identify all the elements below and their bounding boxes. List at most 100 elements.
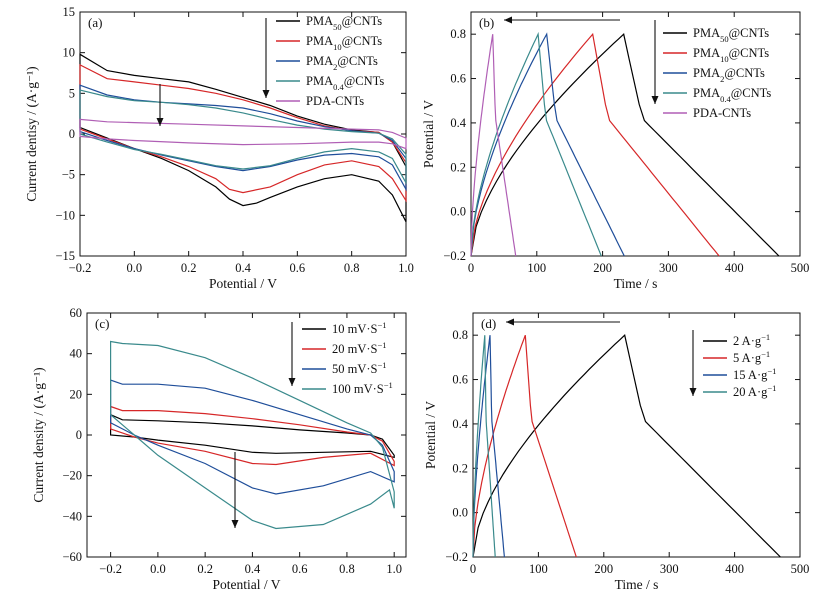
panel-label: (b) bbox=[479, 15, 494, 30]
legend-entry: PMA2@CNTs bbox=[693, 66, 765, 84]
legend-entry: 20 mV·S−1 bbox=[332, 340, 387, 356]
x-tick-label: 100 bbox=[527, 261, 546, 275]
legend-entry: 100 mV·S−1 bbox=[332, 380, 393, 396]
legend-entry: PDA-CNTs bbox=[693, 106, 751, 120]
x-tick-label: 0.0 bbox=[150, 562, 166, 576]
panel-label: (d) bbox=[481, 316, 496, 331]
x-axis-label: Potential / V bbox=[209, 276, 277, 291]
y-tick-label: 10 bbox=[63, 46, 76, 60]
y-tick-label: 0.6 bbox=[450, 72, 466, 86]
x-tick-label: 0 bbox=[468, 261, 474, 275]
trend-arrow-head bbox=[231, 520, 239, 528]
panel-d: 0 100 200 300 400 500 −0.2 0.0 0.2 0.4 0.6 0.8 Time … bbox=[423, 312, 810, 592]
y-tick-label: −15 bbox=[55, 249, 75, 263]
gcd-series-curve bbox=[472, 334, 781, 558]
cv-series-loop bbox=[79, 84, 407, 192]
cv-series-loop bbox=[79, 118, 407, 150]
y-axis-label: Potential / V bbox=[423, 401, 438, 469]
legend-entry: 50 mV·S−1 bbox=[332, 360, 387, 376]
gcd-series-curve bbox=[472, 335, 496, 558]
y-tick-label: 0.2 bbox=[450, 160, 466, 174]
panel-a: −0.2 0.0 0.2 0.4 0.6 0.8 1.0 −15 −10 −5 0 5 10 15 Pote… bbox=[24, 5, 414, 291]
y-tick-label: 20 bbox=[70, 387, 83, 401]
y-tick-label: −20 bbox=[62, 469, 82, 483]
legend-entry: 15 A·g−1 bbox=[733, 366, 776, 382]
y-tick-label: −10 bbox=[55, 208, 75, 222]
y-tick-label: −5 bbox=[62, 168, 75, 182]
y-tick-label: 0.2 bbox=[452, 461, 468, 475]
cv-series-loop bbox=[110, 405, 395, 467]
y-axis-label: Current density / (A·g⁻¹) bbox=[31, 367, 46, 502]
y-tick-label: 0 bbox=[76, 428, 82, 442]
x-tick-label: 0.4 bbox=[235, 261, 251, 275]
x-tick-label: 0 bbox=[470, 562, 476, 576]
x-tick-label: 400 bbox=[725, 562, 744, 576]
panel-label: (a) bbox=[88, 15, 102, 30]
x-tick-label: 0.8 bbox=[339, 562, 355, 576]
trend-arrow-head bbox=[689, 388, 697, 396]
x-tick-label: 0.2 bbox=[181, 261, 197, 275]
trend-arrow-head bbox=[156, 118, 164, 126]
y-tick-label: 0.4 bbox=[450, 116, 466, 130]
legend-entry: PMA50@CNTs bbox=[306, 14, 382, 32]
plot-frame bbox=[470, 11, 801, 257]
x-axis-label: Time / s bbox=[614, 276, 658, 291]
x-axis-label: Potential / V bbox=[212, 577, 280, 592]
legend-entry: PMA50@CNTs bbox=[693, 26, 769, 44]
gcd-series-curve bbox=[472, 334, 577, 558]
trend-arrow-head bbox=[262, 90, 270, 98]
x-tick-label: −0.2 bbox=[69, 261, 92, 275]
legend-entry: 5 A·g−1 bbox=[733, 349, 770, 365]
x-tick-label: 500 bbox=[791, 562, 810, 576]
cv-series-loop bbox=[110, 379, 395, 495]
legend-entry: PMA10@CNTs bbox=[306, 34, 382, 52]
y-tick-label: 15 bbox=[63, 5, 76, 19]
x-tick-label: 200 bbox=[593, 261, 612, 275]
x-tick-label: 0.6 bbox=[290, 261, 306, 275]
x-tick-label: 0.4 bbox=[245, 562, 261, 576]
y-tick-label: 0.0 bbox=[452, 506, 468, 520]
y-axis-label: Current dentisy / (A·g⁻¹) bbox=[24, 66, 39, 201]
gcd-series-curve bbox=[470, 33, 780, 257]
legend-entry: PMA0.4@CNTs bbox=[306, 74, 384, 92]
cv-series-loop bbox=[110, 413, 395, 459]
cv-series-loop bbox=[110, 340, 395, 530]
plot-frame bbox=[79, 11, 407, 257]
x-tick-label: 100 bbox=[529, 562, 548, 576]
y-axis-label: Potential / V bbox=[421, 100, 436, 168]
y-tick-label: 0.4 bbox=[452, 417, 468, 431]
x-tick-label: 1.0 bbox=[398, 261, 414, 275]
plot-frame bbox=[472, 312, 801, 558]
x-tick-label: 0.6 bbox=[292, 562, 308, 576]
gcd-series-curve bbox=[470, 31, 602, 257]
x-tick-label: 500 bbox=[791, 261, 810, 275]
x-tick-label: 1.0 bbox=[386, 562, 402, 576]
x-tick-label: 0.8 bbox=[344, 261, 360, 275]
gcd-series-curve bbox=[470, 32, 720, 257]
legend-entry: PMA0.4@CNTs bbox=[693, 86, 771, 104]
gcd-series-curve bbox=[470, 34, 517, 257]
y-tick-label: 0.8 bbox=[450, 27, 466, 41]
y-tick-label: 5 bbox=[69, 86, 75, 100]
y-tick-label: −40 bbox=[62, 509, 82, 523]
y-tick-label: 0.0 bbox=[450, 205, 466, 219]
trend-arrow-head bbox=[504, 16, 512, 24]
x-tick-label: 400 bbox=[725, 261, 744, 275]
y-tick-label: −0.2 bbox=[445, 550, 468, 564]
x-tick-label: 0.0 bbox=[127, 261, 143, 275]
panel-c: −0.2 0.0 0.2 0.4 0.6 0.8 1.0 −60 −40 −20 0 20 40 60 Po… bbox=[31, 306, 407, 592]
y-tick-label: 0.6 bbox=[452, 373, 468, 387]
x-tick-label: 300 bbox=[659, 261, 678, 275]
legend-entry: PDA-CNTs bbox=[306, 94, 364, 108]
trend-arrow-head bbox=[288, 378, 296, 386]
legend-entry: 20 A·g−1 bbox=[733, 383, 776, 399]
trend-arrow-head bbox=[651, 96, 659, 104]
gcd-series-curve bbox=[470, 32, 625, 257]
x-tick-label: 0.2 bbox=[197, 562, 213, 576]
y-tick-label: 0.8 bbox=[452, 328, 468, 342]
y-tick-label: 0 bbox=[69, 127, 75, 141]
y-tick-label: 60 bbox=[70, 306, 83, 320]
y-tick-label: 40 bbox=[70, 347, 83, 361]
legend-entry: PMA2@CNTs bbox=[306, 54, 378, 72]
